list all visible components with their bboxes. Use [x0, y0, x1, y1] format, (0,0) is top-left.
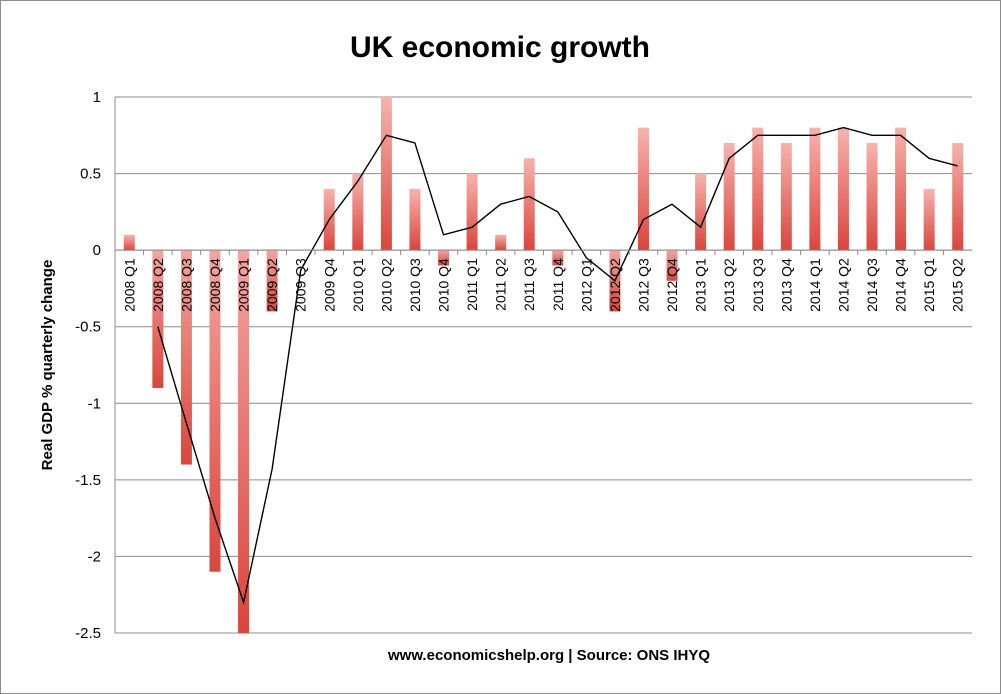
y-axis: 1 0.5 0 -0.5 -1 -1.5 -2 -2.5 — [75, 89, 116, 642]
x-tick-label: 2009 Q1 — [236, 258, 252, 312]
x-tick-label: 2008 Q3 — [178, 258, 194, 312]
bar — [238, 250, 250, 633]
x-tick-label: 2009 Q3 — [293, 258, 309, 312]
y-tick-label: 0 — [93, 242, 101, 259]
x-tick-label: 2012 Q4 — [664, 258, 680, 312]
bar — [666, 250, 678, 281]
bar — [809, 127, 821, 251]
x-tick-label: 2009 Q2 — [264, 258, 280, 312]
y-tick-label: -1.5 — [75, 472, 101, 489]
x-tick-label: 2010 Q2 — [378, 258, 394, 312]
bar — [266, 250, 278, 312]
x-tick-label: 2011 Q1 — [464, 258, 480, 311]
x-tick-label: 2015 Q1 — [921, 258, 937, 312]
x-axis-label: www.economicshelp.org | Source: ONS IHYQ — [387, 647, 710, 664]
bar — [752, 127, 764, 251]
bar — [495, 234, 507, 251]
bar-series — [123, 97, 964, 633]
bar — [123, 234, 135, 251]
bar — [380, 97, 392, 251]
x-tick-label: 2010 Q4 — [436, 258, 452, 312]
y-tick-label: 0.5 — [80, 166, 101, 183]
y-axis-label: Real GDP % quarterly change — [39, 260, 56, 471]
bar — [438, 250, 450, 266]
x-tick-label: 2014 Q4 — [893, 258, 909, 312]
x-tick-label: 2013 Q4 — [778, 258, 794, 312]
bar — [695, 173, 707, 251]
bar — [352, 173, 364, 251]
x-tick-label: 2014 Q3 — [864, 258, 880, 312]
bar — [923, 188, 935, 251]
bar — [637, 127, 649, 251]
y-tick-label: -1 — [88, 395, 101, 412]
x-tick-label: 2011 Q3 — [521, 258, 537, 311]
bar — [866, 142, 878, 251]
x-tick-label: 2008 Q4 — [207, 258, 223, 312]
bar — [952, 142, 964, 251]
bar — [523, 158, 535, 251]
x-tick-label: 2014 Q2 — [836, 258, 852, 312]
gridlines — [115, 96, 972, 634]
trend-line — [157, 126, 958, 606]
bar — [152, 250, 164, 388]
line-series — [157, 126, 958, 606]
x-tick-label: 2008 Q2 — [150, 258, 166, 312]
bar — [837, 127, 849, 251]
x-tick-label: 2010 Q1 — [350, 258, 366, 312]
x-tick-label: 2010 Q3 — [407, 258, 423, 312]
chart-title: UK economic growth — [350, 31, 650, 64]
x-tick-label: 2011 Q2 — [493, 258, 509, 311]
x-tick-label: 2014 Q1 — [807, 258, 823, 312]
y-tick-label: -2 — [88, 548, 101, 565]
bar — [409, 188, 421, 251]
x-tick-label: 2013 Q3 — [750, 258, 766, 312]
x-tick-label: 2012 Q3 — [636, 258, 652, 312]
bar — [466, 173, 478, 251]
bar — [895, 127, 907, 251]
y-tick-label: -2.5 — [75, 625, 101, 642]
bar — [209, 250, 221, 572]
bar — [552, 250, 564, 266]
x-tick-label: 2013 Q2 — [721, 258, 737, 312]
x-tick-label: 2015 Q2 — [950, 258, 966, 312]
bar — [780, 142, 792, 251]
x-tick-label: 2009 Q4 — [321, 258, 337, 312]
x-tick-label: 2012 Q1 — [578, 258, 594, 312]
x-tick-label: 2008 Q1 — [121, 258, 137, 312]
x-axis: 2008 Q1 2008 Q2 2008 Q3 2008 Q4 2009 Q1 2009 … — [114, 249, 972, 312]
x-tick-label: 2012 Q2 — [607, 258, 623, 312]
y-tick-label: 1 — [93, 89, 101, 106]
bar — [723, 142, 735, 251]
bar — [180, 250, 192, 465]
y-tick-label: -0.5 — [75, 319, 101, 336]
x-tick-label: 2013 Q1 — [693, 258, 709, 312]
x-tick-label: 2011 Q4 — [550, 258, 566, 311]
